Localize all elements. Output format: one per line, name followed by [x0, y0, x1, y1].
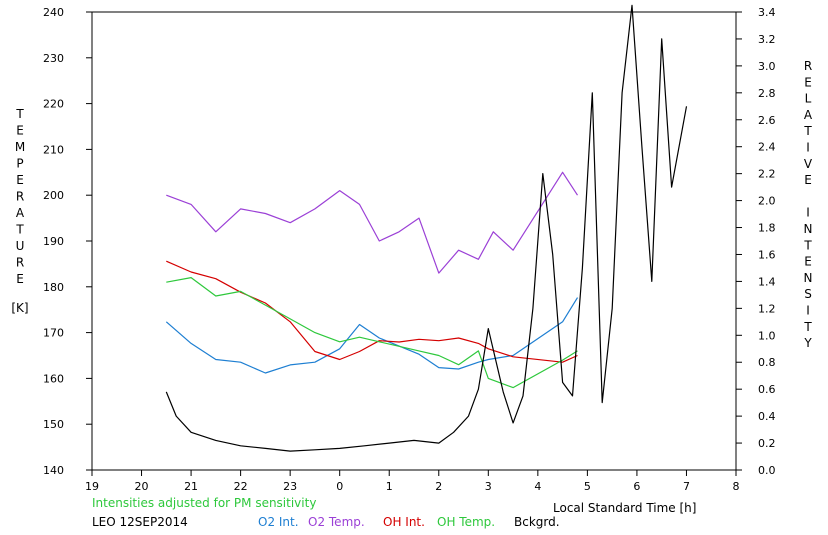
x-tick-label: 21 [184, 480, 198, 493]
x-tick-label: 6 [633, 480, 640, 493]
x-axis-label: Local Standard Time [h] [553, 501, 696, 515]
left-tick-label: 190 [43, 235, 64, 248]
left-tick-label: 230 [43, 52, 64, 65]
axis-label-letter: N [804, 271, 813, 285]
series-layer [165, 4, 688, 452]
x-tick-label: 20 [135, 480, 149, 493]
x-tick-label: 4 [534, 480, 541, 493]
x-tick-label: 5 [584, 480, 591, 493]
series-o2-int-line [165, 297, 579, 374]
axis-label-letter: V [804, 157, 813, 171]
axis-label-letter: E [804, 173, 812, 187]
axis-label-letter: T [15, 223, 24, 237]
axis-label-letter: M [15, 140, 25, 154]
axis-label-letter: A [16, 206, 25, 220]
right-tick-label: 0.8 [758, 356, 776, 369]
left-tick-label: 210 [43, 143, 64, 156]
axis-label-letter: E [804, 255, 812, 269]
axis-label-letter: R [804, 59, 812, 73]
station-label: LEO 12SEP2014 [92, 515, 188, 529]
right-tick-label: 1.8 [758, 222, 776, 235]
x-tick-label: 19 [85, 480, 99, 493]
axis-label-letter: E [16, 272, 24, 286]
axis-label-letter: I [806, 206, 810, 220]
left-axis-unit: [K] [11, 301, 28, 315]
series-oh-temp-line [166, 277, 578, 389]
right-tick-label: 0.0 [758, 464, 776, 477]
legend-oh-int: OH Int. [383, 515, 425, 529]
axis-label-letter: A [804, 108, 813, 122]
right-tick-label: 0.2 [758, 437, 776, 450]
axis-label-letter: E [804, 75, 812, 89]
x-tick-label: 8 [733, 480, 740, 493]
right-y-axis: 0.0 0.2 0.4 0.6 0.8 1.0 1.2 1.4 1.6 1.8 2.0 2.2 2.4 2… [736, 6, 776, 477]
axis-label-letter: L [805, 92, 812, 106]
left-tick-label: 150 [43, 418, 64, 431]
sensitivity-note: Intensities adjusted for PM sensitivity [92, 496, 316, 510]
x-axis: 19 20 21 22 23 0 1 2 3 4 5 6 7 8 [85, 470, 740, 493]
left-tick-label: 140 [43, 464, 64, 477]
axis-label-letter: E [16, 173, 24, 187]
x-tick-label: 0 [336, 480, 343, 493]
right-tick-label: 2.4 [758, 141, 776, 154]
left-tick-label: 220 [43, 98, 64, 111]
axis-label-letter: T [803, 124, 812, 138]
axis-label-letter: S [804, 287, 812, 301]
right-tick-label: 2.2 [758, 168, 776, 181]
legend-o2-temp: O2 Temp. [308, 515, 365, 529]
axis-label-letter: N [804, 222, 813, 236]
x-tick-label: 2 [435, 480, 442, 493]
axis-label-letter: R [16, 256, 24, 270]
x-tick-label: 1 [386, 480, 393, 493]
axis-label-letter: T [803, 320, 812, 334]
legend-background: Bckgrd. [514, 515, 560, 529]
axis-label-letter: P [16, 157, 23, 171]
axis-label-letter: Y [803, 336, 812, 350]
right-tick-label: 3.0 [758, 60, 776, 73]
left-tick-label: 180 [43, 281, 64, 294]
x-tick-label: 22 [234, 480, 248, 493]
axis-label-letter: T [15, 107, 24, 121]
series-o2-temp-line [166, 171, 579, 274]
left-tick-label: 170 [43, 327, 64, 340]
series-background-line [165, 4, 688, 452]
legend-o2-int: O2 Int. [258, 515, 299, 529]
right-tick-label: 1.2 [758, 302, 776, 315]
axis-label-letter: E [16, 124, 24, 138]
legend-oh-temp: OH Temp. [437, 515, 495, 529]
right-tick-label: 1.6 [758, 248, 776, 261]
axis-label-letter: T [803, 238, 812, 252]
axis-label-letter: I [806, 141, 810, 155]
axis-label-letter: U [16, 239, 25, 253]
right-tick-label: 2.8 [758, 87, 776, 100]
right-tick-label: 2.6 [758, 114, 776, 127]
axis-label-letter: R [16, 190, 24, 204]
right-tick-label: 0.6 [758, 383, 776, 396]
left-y-axis: 140 150 160 170 180 190 200 210 220 230 240 [43, 6, 92, 477]
x-tick-label: 23 [283, 480, 297, 493]
left-tick-label: 240 [43, 6, 64, 19]
right-tick-label: 3.4 [758, 6, 776, 19]
left-tick-label: 200 [43, 189, 64, 202]
right-tick-label: 3.2 [758, 33, 776, 46]
right-tick-label: 1.4 [758, 275, 776, 288]
x-tick-label: 3 [485, 480, 492, 493]
right-tick-label: 2.0 [758, 195, 776, 208]
x-tick-label: 7 [683, 480, 690, 493]
axis-label-letter: I [806, 304, 810, 318]
right-tick-label: 1.0 [758, 329, 776, 342]
left-tick-label: 160 [43, 372, 64, 385]
plot-frame [91, 11, 737, 471]
right-tick-label: 0.4 [758, 410, 776, 423]
series-oh-int-line [166, 260, 578, 363]
